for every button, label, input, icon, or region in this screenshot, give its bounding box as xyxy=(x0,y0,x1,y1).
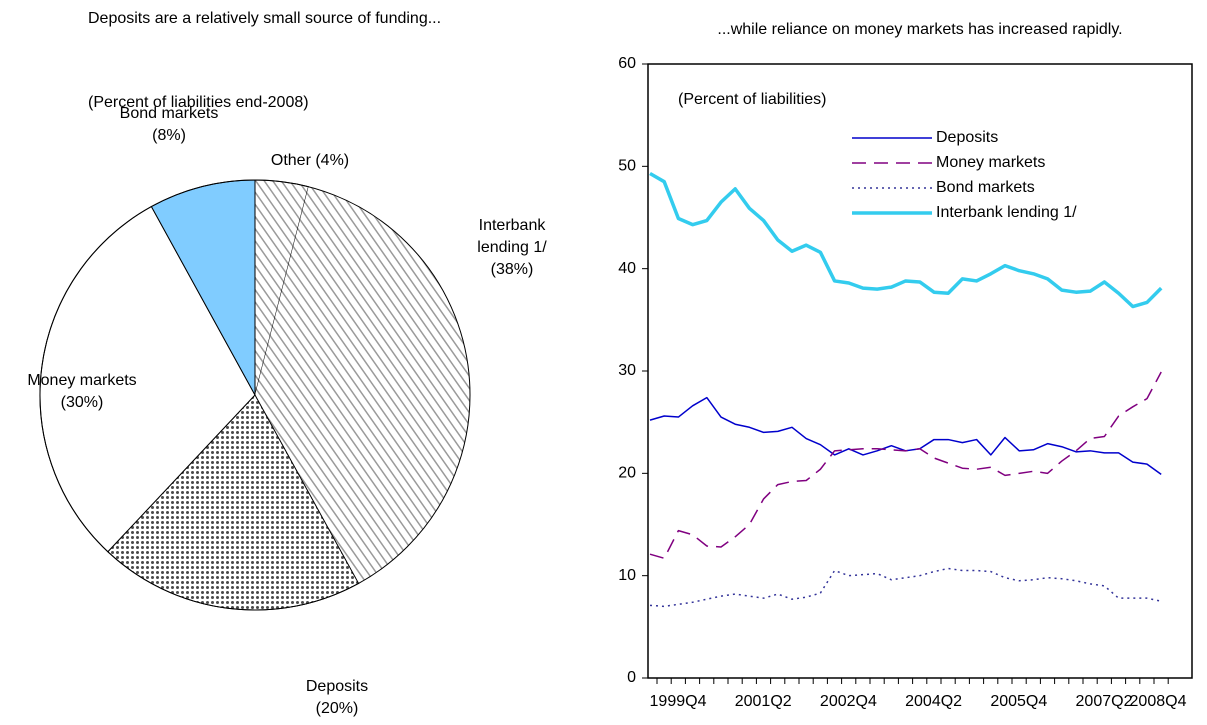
series-line xyxy=(649,371,1162,560)
slice-value: (30%) xyxy=(60,394,104,411)
y-tick-label: 50 xyxy=(618,158,636,175)
slice-value: (8%) xyxy=(152,127,186,144)
slice-value: (4%) xyxy=(315,152,350,169)
y-tick-label: 40 xyxy=(618,260,636,277)
slice-name: Other xyxy=(270,152,311,169)
y-tick-label: 0 xyxy=(627,669,636,686)
series-line xyxy=(649,396,1162,475)
x-tick-label: 2004Q2 xyxy=(905,693,962,710)
x-tick-label: 2002Q4 xyxy=(820,693,877,710)
legend-label: Money markets xyxy=(936,154,1045,171)
legend-label: Interbank lending 1/ xyxy=(936,204,1077,221)
slice-name: Bond markets xyxy=(119,105,219,122)
slice-label: Money markets (30%) xyxy=(22,370,142,414)
slice-name: Money markets xyxy=(27,372,137,389)
y-tick-label: 10 xyxy=(618,567,636,584)
x-tick-label: 1999Q4 xyxy=(650,693,707,710)
line-title: ...while reliance on money markets has i… xyxy=(717,21,1122,38)
slice-name: Interbank lending 1/ xyxy=(477,217,547,256)
pie-outline xyxy=(39,179,471,611)
slice-value: (20%) xyxy=(315,700,359,717)
y-tick-label: 60 xyxy=(618,55,636,72)
slice-label: Other (4%) xyxy=(210,150,410,172)
plot-frame xyxy=(647,63,1193,679)
annotation: (Percent of liabilities) xyxy=(678,91,827,108)
slice-label: Bond markets (8%) xyxy=(109,103,229,147)
series-line xyxy=(649,567,1162,608)
slice-label: Deposits (20%) xyxy=(277,676,397,720)
legend-label: Bond markets xyxy=(936,179,1035,196)
x-tick-label: 2001Q2 xyxy=(735,693,792,710)
pie-slice xyxy=(255,186,470,584)
y-tick-label: 30 xyxy=(618,362,636,379)
pie-subtitle: (Percent of liabilities end-2008) xyxy=(88,94,309,111)
slice-label: Interbank lending 1/ (38%) xyxy=(457,215,567,281)
pie-title: Deposits are a relatively small source o… xyxy=(88,10,442,27)
slice-name: Deposits xyxy=(305,678,369,695)
y-tick-label: 20 xyxy=(618,465,636,482)
x-tick-label: 2005Q4 xyxy=(990,693,1047,710)
x-tick-label: 2008Q4 xyxy=(1130,693,1187,710)
slice-value: (38%) xyxy=(490,261,534,278)
series-line xyxy=(649,171,1163,309)
legend-label: Deposits xyxy=(936,129,998,146)
x-tick-label: 2007Q2 xyxy=(1076,693,1133,710)
